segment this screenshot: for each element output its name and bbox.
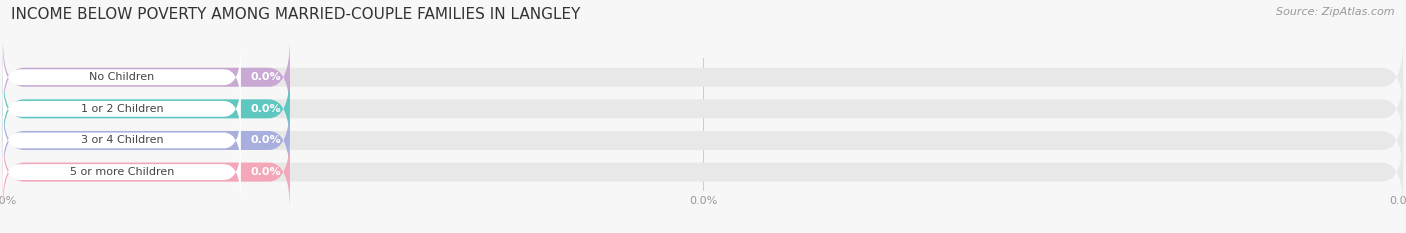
FancyBboxPatch shape [3,39,1403,115]
FancyBboxPatch shape [3,39,290,115]
Text: 5 or more Children: 5 or more Children [70,167,174,177]
Text: 0.0%: 0.0% [250,167,281,177]
FancyBboxPatch shape [3,103,290,178]
FancyBboxPatch shape [3,47,240,107]
FancyBboxPatch shape [3,134,1403,210]
Text: 0.0%: 0.0% [250,72,281,82]
FancyBboxPatch shape [3,103,1403,178]
FancyBboxPatch shape [3,142,240,202]
Text: 0.0%: 0.0% [250,135,281,145]
Text: Source: ZipAtlas.com: Source: ZipAtlas.com [1277,7,1395,17]
FancyBboxPatch shape [3,71,1403,147]
Text: 1 or 2 Children: 1 or 2 Children [80,104,163,114]
Text: No Children: No Children [89,72,155,82]
FancyBboxPatch shape [3,71,290,147]
FancyBboxPatch shape [3,134,290,210]
FancyBboxPatch shape [3,79,240,139]
FancyBboxPatch shape [3,110,240,171]
Text: INCOME BELOW POVERTY AMONG MARRIED-COUPLE FAMILIES IN LANGLEY: INCOME BELOW POVERTY AMONG MARRIED-COUPL… [11,7,581,22]
Text: 0.0%: 0.0% [250,104,281,114]
Text: 3 or 4 Children: 3 or 4 Children [80,135,163,145]
